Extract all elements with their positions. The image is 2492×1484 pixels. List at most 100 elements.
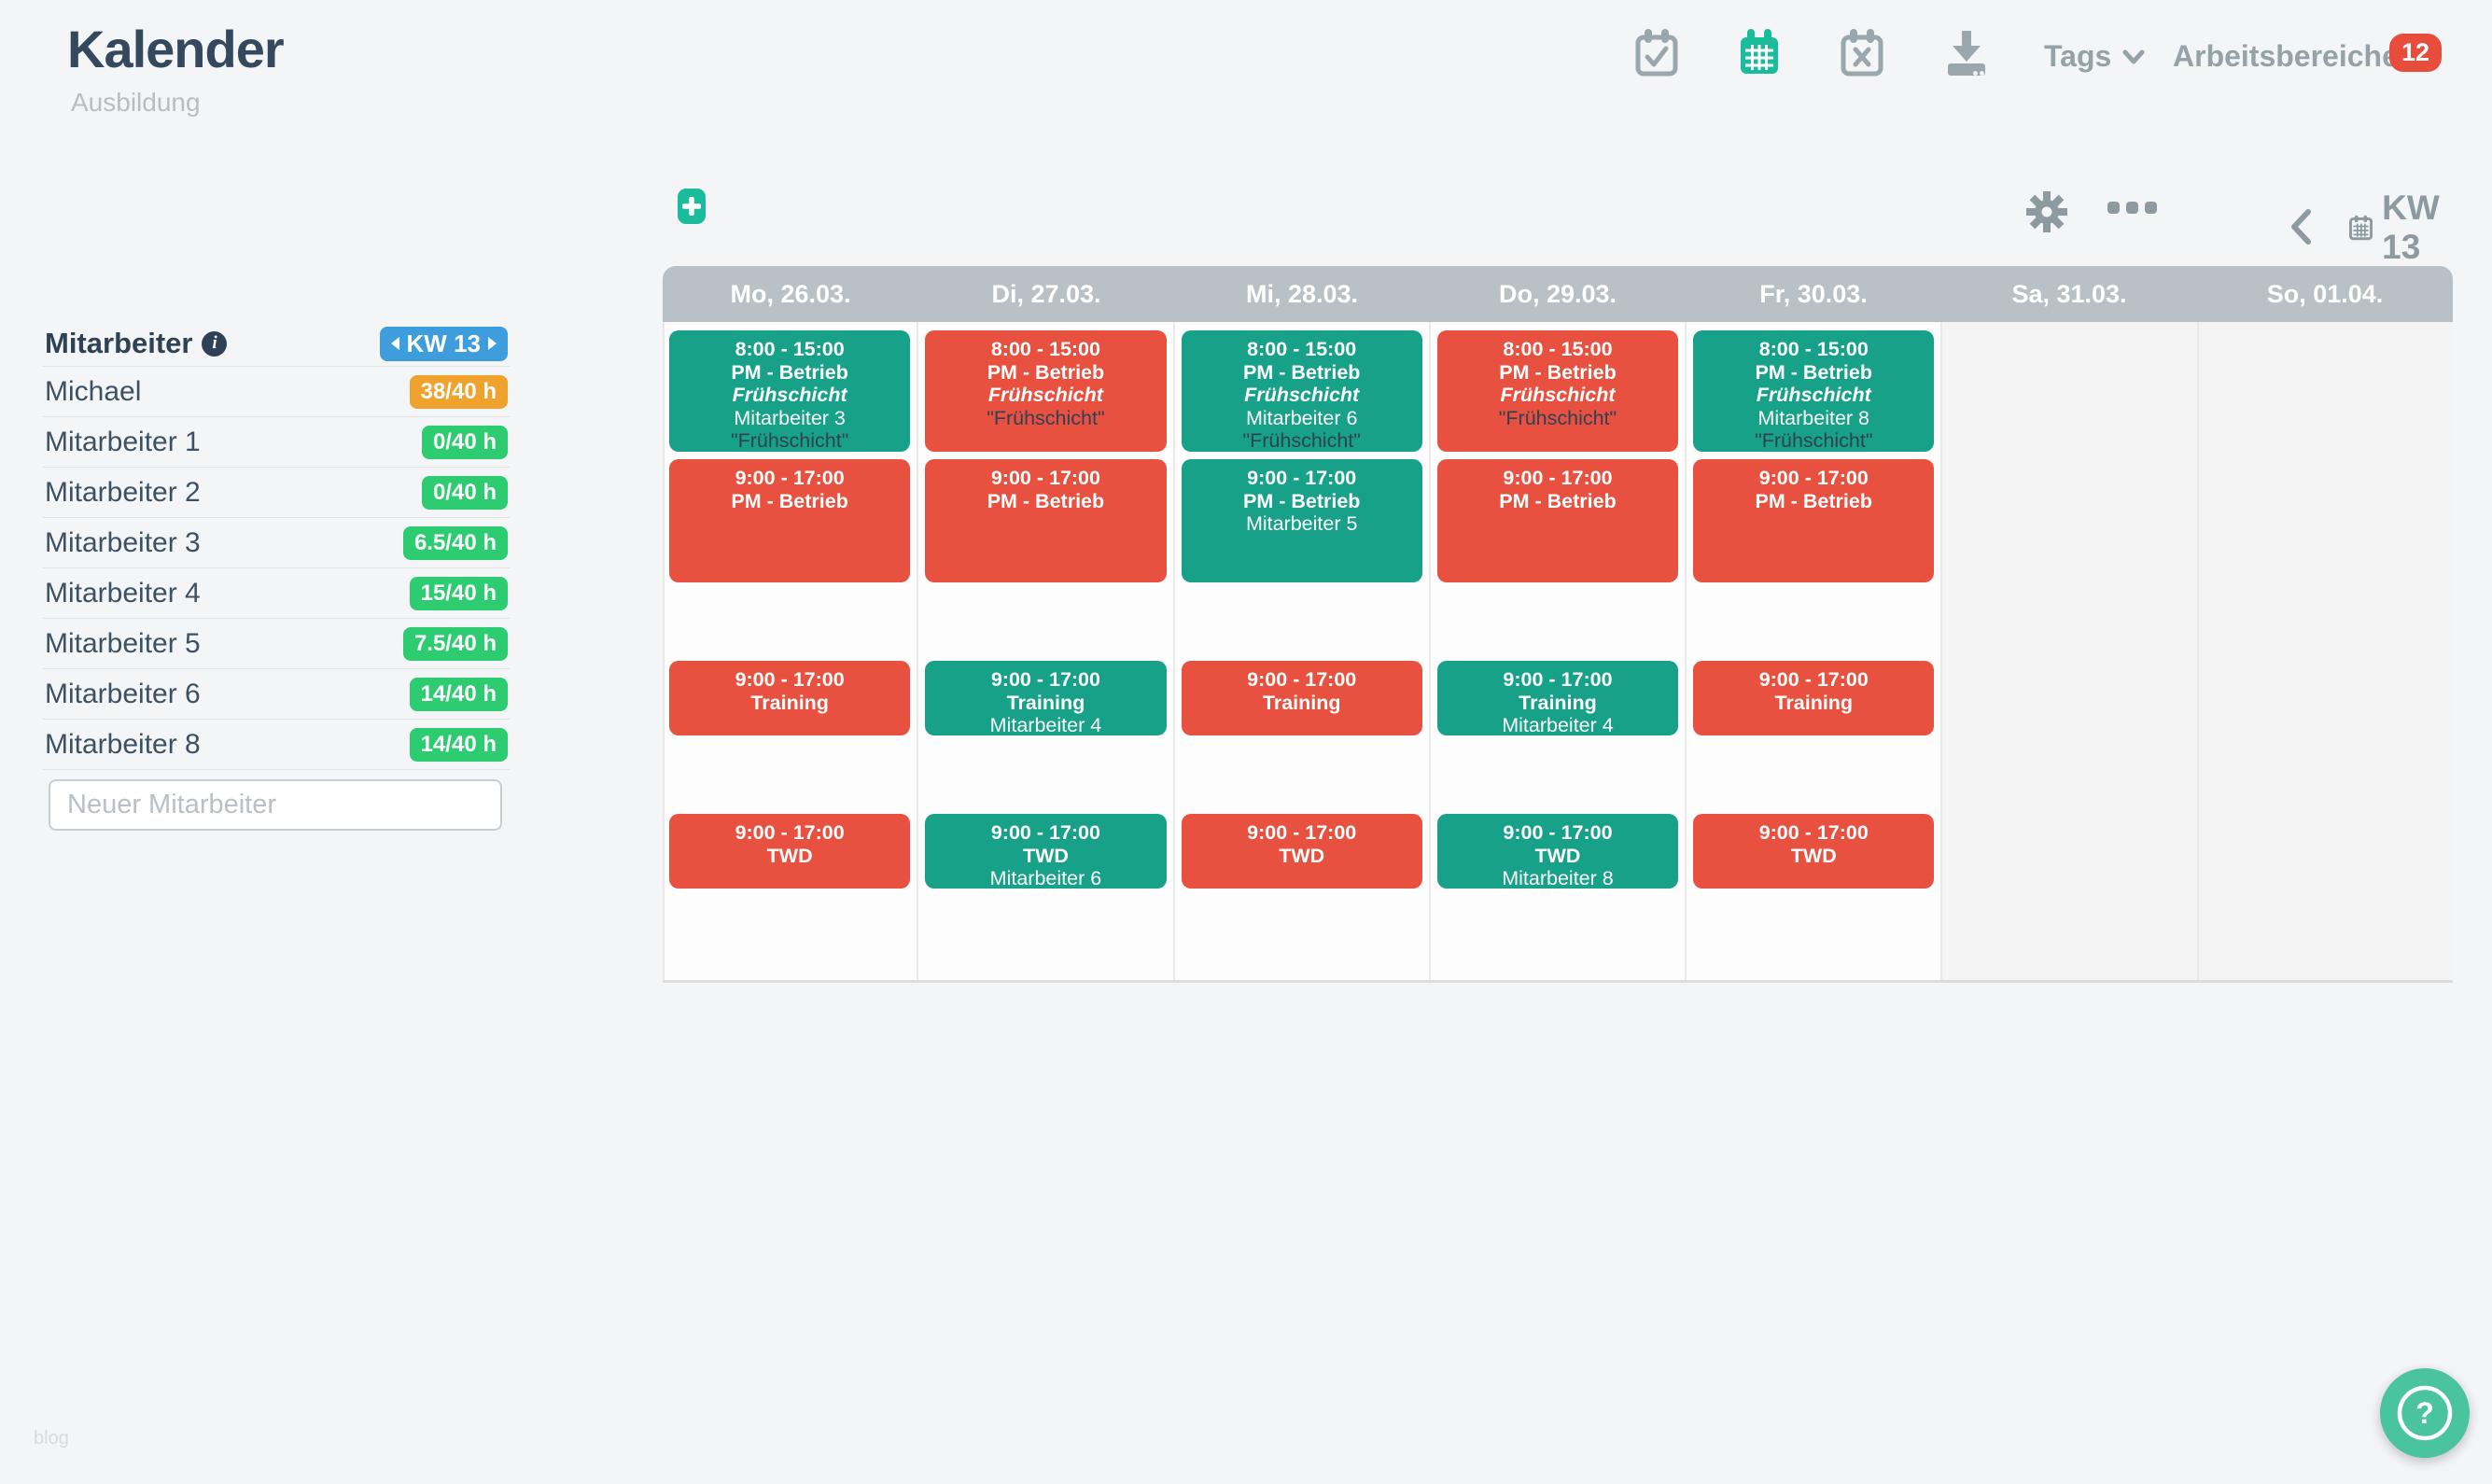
employee-row[interactable]: Mitarbeiter 6 14/40 h bbox=[43, 669, 510, 720]
event-card[interactable]: 9:00 - 17:00 Training Mitarbeiter 4 bbox=[1436, 661, 1679, 736]
week-badge-next-icon[interactable] bbox=[488, 337, 497, 350]
event-card[interactable]: 9:00 - 17:00 PM - Betrieb bbox=[1693, 459, 1935, 582]
more-options-icon[interactable] bbox=[2107, 202, 2157, 214]
employee-row[interactable]: Mitarbeiter 8 14/40 h bbox=[43, 720, 510, 770]
event-title: TWD bbox=[1534, 844, 1581, 867]
employee-hours-badge: 6.5/40 h bbox=[402, 525, 508, 560]
employee-hours-badge: 0/40 h bbox=[421, 425, 508, 459]
event-time: 9:00 - 17:00 bbox=[990, 821, 1100, 844]
calendar-cancel-icon[interactable] bbox=[1839, 28, 1885, 80]
employee-name: Mitarbeiter 3 bbox=[45, 526, 201, 558]
event-title: PM - Betrieb bbox=[1242, 489, 1361, 512]
event-person: Mitarbeiter 6 bbox=[989, 867, 1102, 889]
week-badge-prev-icon[interactable] bbox=[390, 337, 399, 350]
week-label[interactable]: KW 13 bbox=[2382, 189, 2440, 266]
calendar-month-icon[interactable] bbox=[1736, 28, 1783, 80]
event-title: PM - Betrieb bbox=[1755, 360, 1872, 384]
employee-row[interactable]: Mitarbeiter 4 15/40 h bbox=[43, 568, 510, 619]
employee-row[interactable]: Mitarbeiter 3 6.5/40 h bbox=[43, 518, 510, 568]
event-card[interactable]: 8:00 - 15:00 PM - Betrieb Frühschicht Mitar… bbox=[1693, 330, 1935, 452]
event-card[interactable]: 9:00 - 17:00 Training Mitarbeiter 4 bbox=[925, 661, 1167, 736]
employee-name: Mitarbeiter 8 bbox=[45, 728, 201, 760]
add-event-button[interactable] bbox=[678, 189, 706, 224]
employee-row[interactable]: Mitarbeiter 1 0/40 h bbox=[43, 417, 510, 468]
employee-name: Michael bbox=[45, 375, 142, 407]
event-card[interactable]: 8:00 - 15:00 PM - Betrieb Frühschicht Mitar… bbox=[669, 330, 911, 452]
event-person: Mitarbeiter 6 bbox=[1245, 406, 1358, 429]
employee-name: Mitarbeiter 4 bbox=[45, 577, 201, 609]
settings-gear-icon[interactable] bbox=[2025, 190, 2068, 236]
employee-name: Mitarbeiter 2 bbox=[45, 476, 201, 508]
day-header: Mo, 26.03. bbox=[730, 279, 851, 308]
event-card[interactable]: 9:00 - 17:00 Training bbox=[1693, 661, 1935, 735]
event-title: PM - Betrieb bbox=[1242, 360, 1361, 384]
event-card[interactable]: 8:00 - 15:00 PM - Betrieb Frühschicht "Früh… bbox=[925, 330, 1167, 452]
calendar-check-icon[interactable] bbox=[1633, 28, 1680, 80]
event-person: Mitarbeiter 4 bbox=[1502, 714, 1614, 736]
calendar: Mo, 26.03. Di, 27.03. Mi, 28.03. Do, 29.03.… bbox=[663, 266, 2453, 983]
event-time: 9:00 - 17:00 bbox=[990, 467, 1100, 489]
employee-hours-badge: 38/40 h bbox=[409, 374, 508, 409]
calendar-body: 8:00 - 15:00 PM - Betrieb Frühschicht Mitar… bbox=[663, 322, 2453, 983]
week-selector: KW 13 bbox=[2289, 189, 2492, 267]
employee-name: Mitarbeiter 6 bbox=[45, 678, 201, 709]
event-card[interactable]: 9:00 - 17:00 PM - Betrieb bbox=[1436, 459, 1679, 582]
event-time: 9:00 - 17:00 bbox=[1247, 467, 1357, 489]
event-shift-label: Frühschicht bbox=[1244, 384, 1360, 406]
event-card[interactable]: 8:00 - 15:00 PM - Betrieb Frühschicht "Früh… bbox=[1436, 330, 1679, 452]
event-shift-label: Frühschicht bbox=[1756, 384, 1871, 406]
event-card[interactable]: 9:00 - 17:00 Training bbox=[669, 661, 911, 735]
tags-dropdown[interactable]: Tags bbox=[2044, 39, 2145, 74]
sidebar-week-badge[interactable]: KW 13 bbox=[379, 326, 508, 361]
event-shift-label: Frühschicht bbox=[732, 384, 847, 406]
day-column: 8:00 - 15:00 PM - Betrieb Frühschicht Mitar… bbox=[1687, 322, 1943, 980]
employee-hours-badge: 14/40 h bbox=[409, 727, 508, 762]
employee-row[interactable]: Mitarbeiter 2 0/40 h bbox=[43, 468, 510, 518]
employee-header-label: Mitarbeiter bbox=[45, 327, 193, 359]
event-title: PM - Betrieb bbox=[1755, 489, 1872, 512]
day-header: Di, 27.03. bbox=[991, 279, 1101, 308]
event-title: PM - Betrieb bbox=[987, 360, 1105, 384]
employee-name: Mitarbeiter 5 bbox=[45, 627, 201, 659]
event-card[interactable]: 8:00 - 15:00 PM - Betrieb Frühschicht Mitar… bbox=[1181, 330, 1422, 452]
event-card[interactable]: 9:00 - 17:00 PM - Betrieb Mitarbeiter 5 bbox=[1181, 459, 1422, 582]
help-button[interactable]: ? bbox=[2380, 1368, 2470, 1458]
event-shift-label: Frühschicht bbox=[987, 384, 1103, 406]
event-time: 9:00 - 17:00 bbox=[1758, 821, 1869, 844]
event-card[interactable]: 9:00 - 17:00 TWD Mitarbeiter 6 bbox=[925, 814, 1167, 889]
event-time: 8:00 - 15:00 bbox=[735, 338, 845, 360]
page-subtitle: Ausbildung bbox=[71, 88, 201, 117]
tags-dropdown-label: Tags bbox=[2044, 39, 2112, 73]
event-card[interactable]: 9:00 - 17:00 TWD Mitarbeiter 8 bbox=[1436, 814, 1679, 889]
day-column: 8:00 - 15:00 PM - Betrieb Frühschicht Mitar… bbox=[663, 322, 919, 980]
event-time: 9:00 - 17:00 bbox=[1758, 668, 1869, 691]
event-time: 8:00 - 15:00 bbox=[1758, 338, 1869, 360]
day-header: Mi, 28.03. bbox=[1245, 279, 1359, 308]
event-card[interactable]: 9:00 - 17:00 TWD bbox=[1181, 814, 1422, 889]
event-time: 9:00 - 17:00 bbox=[1503, 467, 1613, 489]
event-person: Mitarbeiter 8 bbox=[1757, 406, 1870, 429]
day-column bbox=[2198, 322, 2453, 980]
event-card[interactable]: 9:00 - 17:00 PM - Betrieb bbox=[925, 459, 1167, 582]
employee-row[interactable]: Mitarbeiter 5 7.5/40 h bbox=[43, 619, 510, 669]
employee-name: Mitarbeiter 1 bbox=[45, 426, 201, 457]
event-person: Mitarbeiter 4 bbox=[989, 714, 1102, 736]
event-card[interactable]: 9:00 - 17:00 Training bbox=[1181, 661, 1422, 735]
day-header: Sa, 31.03. bbox=[2011, 279, 2127, 308]
employee-hours-badge: 0/40 h bbox=[421, 475, 508, 510]
event-card[interactable]: 9:00 - 17:00 PM - Betrieb bbox=[669, 459, 911, 582]
blog-label: blog bbox=[34, 1428, 69, 1449]
info-icon[interactable]: i bbox=[202, 330, 228, 357]
employee-hours-badge: 15/40 h bbox=[409, 576, 508, 610]
event-card[interactable]: 9:00 - 17:00 TWD bbox=[669, 814, 911, 889]
employee-list: Michael 38/40 h Mitarbeiter 1 0/40 h Mitarbe… bbox=[43, 367, 510, 770]
new-employee-input[interactable] bbox=[49, 779, 502, 831]
week-prev-button[interactable] bbox=[2289, 208, 2313, 248]
day-column: 8:00 - 15:00 PM - Betrieb Frühschicht Mitar… bbox=[1175, 322, 1431, 980]
employee-row[interactable]: Michael 38/40 h bbox=[43, 367, 510, 417]
event-card[interactable]: 9:00 - 17:00 TWD bbox=[1693, 814, 1935, 889]
download-icon[interactable] bbox=[1943, 28, 1990, 80]
plus-icon bbox=[682, 197, 701, 216]
employee-hours-badge: 7.5/40 h bbox=[402, 626, 508, 661]
